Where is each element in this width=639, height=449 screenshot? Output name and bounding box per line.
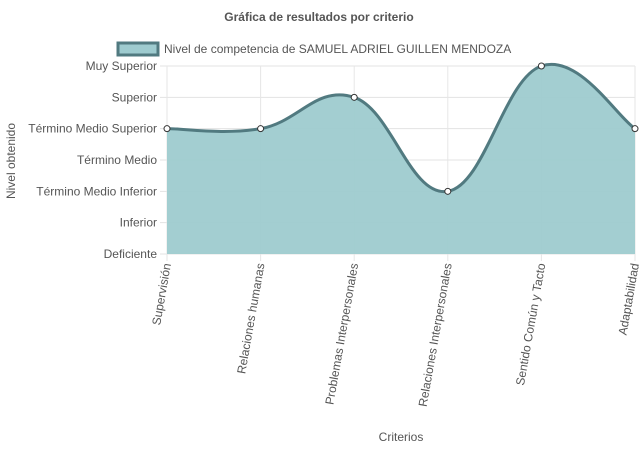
y-axis-ticks: Deficiente Inferior Término Medio Inferior…: [28, 59, 157, 261]
legend: Nivel de competencia de SAMUEL ADRIEL GU…: [116, 41, 511, 57]
chart-title: Gráfica de resultados por criterio: [224, 10, 413, 24]
x-tick-label: Relaciones Interpersonales: [416, 262, 455, 408]
series-fill: [167, 64, 635, 254]
data-point[interactable]: [350, 93, 358, 101]
y-tick-label: Término Medio Inferior: [36, 184, 157, 198]
y-tick-label: Superior: [112, 90, 157, 104]
data-point[interactable]: [163, 125, 171, 133]
y-tick-label: Deficiente: [104, 247, 158, 261]
series-area: [166, 62, 636, 254]
data-point[interactable]: [631, 125, 639, 133]
x-tick-label: Adaptabilidad: [616, 262, 639, 336]
legend-label: Nivel de competencia de SAMUEL ADRIEL GU…: [164, 42, 511, 56]
x-axis-label: Criterios: [379, 430, 424, 444]
y-axis-label: Nivel obtenido: [4, 123, 18, 199]
x-tick-label: Sentido Común y Tacto: [513, 262, 548, 387]
y-tick-label: Muy Superior: [86, 59, 157, 73]
y-tick-label: Término Medio Superior: [28, 122, 157, 136]
data-point[interactable]: [444, 187, 452, 195]
x-tick-label: Supervisión: [149, 262, 174, 326]
x-axis-ticks: Supervisión Relaciones humanas Problemas I…: [149, 262, 639, 408]
legend-swatch: [116, 41, 160, 57]
x-tick-label: Problemas Interpersonales: [322, 262, 361, 406]
y-tick-label: Inferior: [120, 216, 157, 230]
y-tick-label: Término Medio: [77, 153, 157, 167]
data-points: [163, 62, 639, 195]
data-point[interactable]: [257, 125, 265, 133]
x-tick-label: Relaciones humanas: [234, 262, 267, 375]
data-point[interactable]: [537, 62, 545, 70]
